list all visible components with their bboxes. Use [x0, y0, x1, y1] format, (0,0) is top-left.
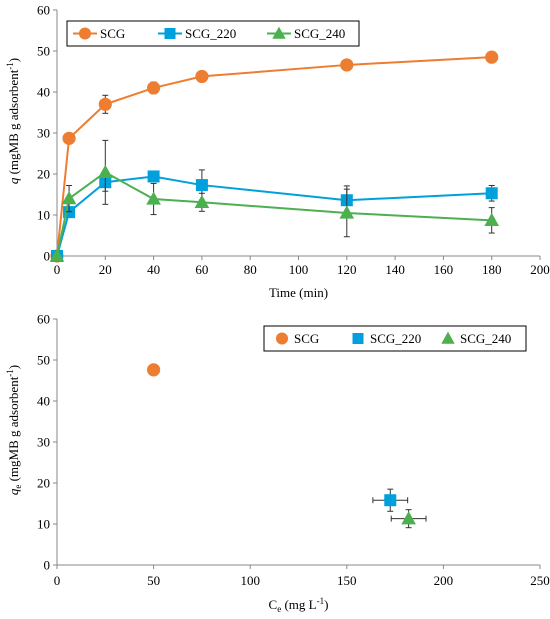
y-axis-title: q (mgMB g adsorbent-1): [5, 58, 21, 184]
x-tick-label: 60: [195, 262, 208, 277]
x-tick-label: 200: [530, 262, 550, 277]
data-point: [62, 131, 76, 145]
series-SCG: [50, 50, 499, 263]
x-tick-label: 100: [289, 262, 309, 277]
x-tick-label: 20: [99, 262, 112, 277]
data-point: [340, 58, 354, 72]
data-point: [61, 191, 77, 205]
data-point: [194, 194, 210, 208]
data-point: [339, 205, 355, 219]
data-point: [146, 191, 161, 205]
x-axis-title: Ce (mg L-1): [269, 596, 329, 614]
y-tick-label: 60: [37, 312, 50, 327]
series-SCG_240: [49, 139, 500, 262]
x-tick-label: 50: [147, 573, 160, 588]
legend-marker: [272, 26, 286, 39]
legend-marker: [441, 331, 455, 344]
legend-label: SCG_240: [460, 331, 511, 346]
x-tick-label: 0: [54, 573, 61, 588]
x-tick-label: 80: [244, 262, 257, 277]
data-point: [147, 363, 161, 377]
equilibrium-chart: 0 10 20 30 40 50 60 0 50 100 150 200 250 Ce (mg L-1) q…: [5, 312, 550, 615]
kinetics-chart: 0 10 20 30 40 50 60 0 20 40 60 80 100 120 140 160 180 200…: [5, 3, 550, 301]
legend-label: SCG_240: [294, 26, 345, 41]
x-tick-label: 120: [337, 262, 357, 277]
data-point: [485, 50, 499, 64]
data-point: [97, 164, 113, 179]
data-point: [485, 187, 498, 200]
data-point: [401, 511, 416, 525]
y-tick-label: 0: [44, 249, 51, 264]
x-tick-label: 140: [385, 262, 405, 277]
data-point: [384, 494, 397, 507]
legend: SCG SCG_220 SCG_240: [263, 325, 527, 352]
x-tick-label: 200: [434, 573, 454, 588]
data-point: [195, 69, 209, 84]
y-tick-label: 40: [37, 394, 50, 409]
y-tick-label: 0: [44, 558, 51, 573]
y-tick-label: 10: [37, 517, 50, 532]
y-tick-label: 20: [37, 476, 50, 491]
legend-marker: [78, 27, 92, 40]
data-point: [98, 97, 112, 111]
legend-box: [263, 325, 527, 352]
data-point: [49, 248, 65, 262]
x-tick-label: 250: [530, 573, 550, 588]
x-axis-title: Time (min): [269, 285, 328, 300]
x-tick-label: 100: [240, 573, 260, 588]
y-tick-label: 40: [37, 85, 50, 100]
legend-marker: [164, 28, 176, 39]
data-point: [147, 170, 160, 183]
y-tick-label: 50: [37, 353, 50, 368]
y-tick-label: 30: [37, 435, 50, 450]
legend-label: SCG_220: [185, 26, 236, 41]
data-point: [147, 81, 161, 95]
y-tick-label: 60: [37, 3, 50, 18]
x-tick-label: 0: [54, 262, 61, 277]
y-tick-label: 30: [37, 126, 50, 141]
x-tick-label: 160: [434, 262, 454, 277]
y-tick-label: 10: [37, 208, 50, 223]
y-tick-label: 50: [37, 44, 50, 59]
y-tick-label: 20: [37, 167, 50, 182]
legend-label: SCG: [100, 26, 125, 41]
data-point: [484, 212, 500, 226]
series-line: [56, 56, 492, 257]
series-SCG_220: [51, 169, 498, 262]
legend-marker: [352, 333, 364, 344]
x-tick-label: 40: [147, 262, 160, 277]
series-SCG_220: [372, 488, 409, 512]
series-line: [56, 171, 492, 257]
legend-label: SCG: [294, 331, 319, 346]
legend-box: [66, 20, 360, 47]
series-SCG: [147, 363, 161, 377]
legend-label: SCG_220: [370, 331, 421, 346]
x-tick-label: 180: [482, 262, 502, 277]
y-axis-title: qe (mgMB g adsorbent-1): [5, 365, 23, 495]
legend: SCG SCG_220 SCG_240: [66, 20, 360, 47]
x-tick-label: 150: [337, 573, 357, 588]
data-point: [195, 179, 208, 192]
legend-marker: [275, 332, 289, 345]
series-SCG_240: [390, 509, 427, 529]
